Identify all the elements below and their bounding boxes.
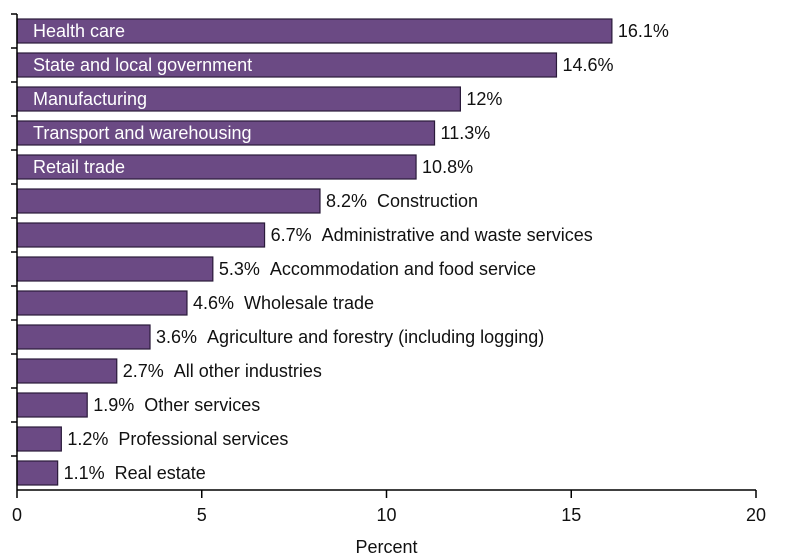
category-label: All other industries: [174, 361, 322, 381]
category-label: Administrative and waste services: [322, 225, 593, 245]
value-label: 16.1%: [618, 21, 669, 41]
category-label: Real estate: [115, 463, 206, 483]
value-label: 12%: [466, 89, 502, 109]
category-label: Transport and warehousing: [33, 123, 251, 143]
value-label: 1.2%: [67, 429, 108, 449]
bar: [16, 290, 188, 316]
value-label: 2.7%: [123, 361, 164, 381]
x-axis-label: Percent: [355, 537, 417, 557]
bar: [16, 358, 118, 384]
x-tick-label: 15: [561, 505, 581, 525]
category-label: Retail trade: [33, 157, 125, 177]
category-label: Professional services: [118, 429, 288, 449]
bar: [16, 120, 436, 146]
value-label: 6.7%: [271, 225, 312, 245]
x-ticks-group: 0 5 10 15 20: [11, 13, 766, 525]
category-label: Construction: [377, 191, 478, 211]
bars-group: [16, 18, 613, 486]
bar: [16, 426, 62, 452]
labels-group: 16.1% Health care 14.6% State and local gov…: [33, 21, 669, 483]
x-tick-label: 5: [197, 505, 207, 525]
category-label: Other services: [144, 395, 260, 415]
bar: [16, 52, 558, 78]
value-label: 5.3%: [219, 259, 260, 279]
value-label: 1.9%: [93, 395, 134, 415]
value-label: 8.2%: [326, 191, 367, 211]
axes-group: [16, 14, 756, 491]
value-label: 14.6%: [562, 55, 613, 75]
category-label: Manufacturing: [33, 89, 147, 109]
bar: [16, 222, 266, 248]
value-label: 1.1%: [64, 463, 105, 483]
category-label: Wholesale trade: [244, 293, 374, 313]
bar: [16, 460, 59, 486]
bar: [16, 392, 88, 418]
bar: [16, 154, 417, 180]
value-label: 10.8%: [422, 157, 473, 177]
category-label: Agriculture and forestry (including logg…: [207, 327, 544, 347]
x-tick-label: 20: [746, 505, 766, 525]
bar: [16, 324, 151, 350]
category-label: State and local government: [33, 55, 252, 75]
value-label: 4.6%: [193, 293, 234, 313]
bar: [16, 86, 461, 112]
value-label: 3.6%: [156, 327, 197, 347]
category-label: Health care: [33, 21, 125, 41]
bar: [16, 188, 321, 214]
value-label: 11.3%: [441, 123, 491, 143]
x-tick-label: 10: [376, 505, 396, 525]
category-label: Accommodation and food service: [270, 259, 536, 279]
bar: [16, 256, 214, 282]
x-tick-label: 0: [12, 505, 22, 525]
